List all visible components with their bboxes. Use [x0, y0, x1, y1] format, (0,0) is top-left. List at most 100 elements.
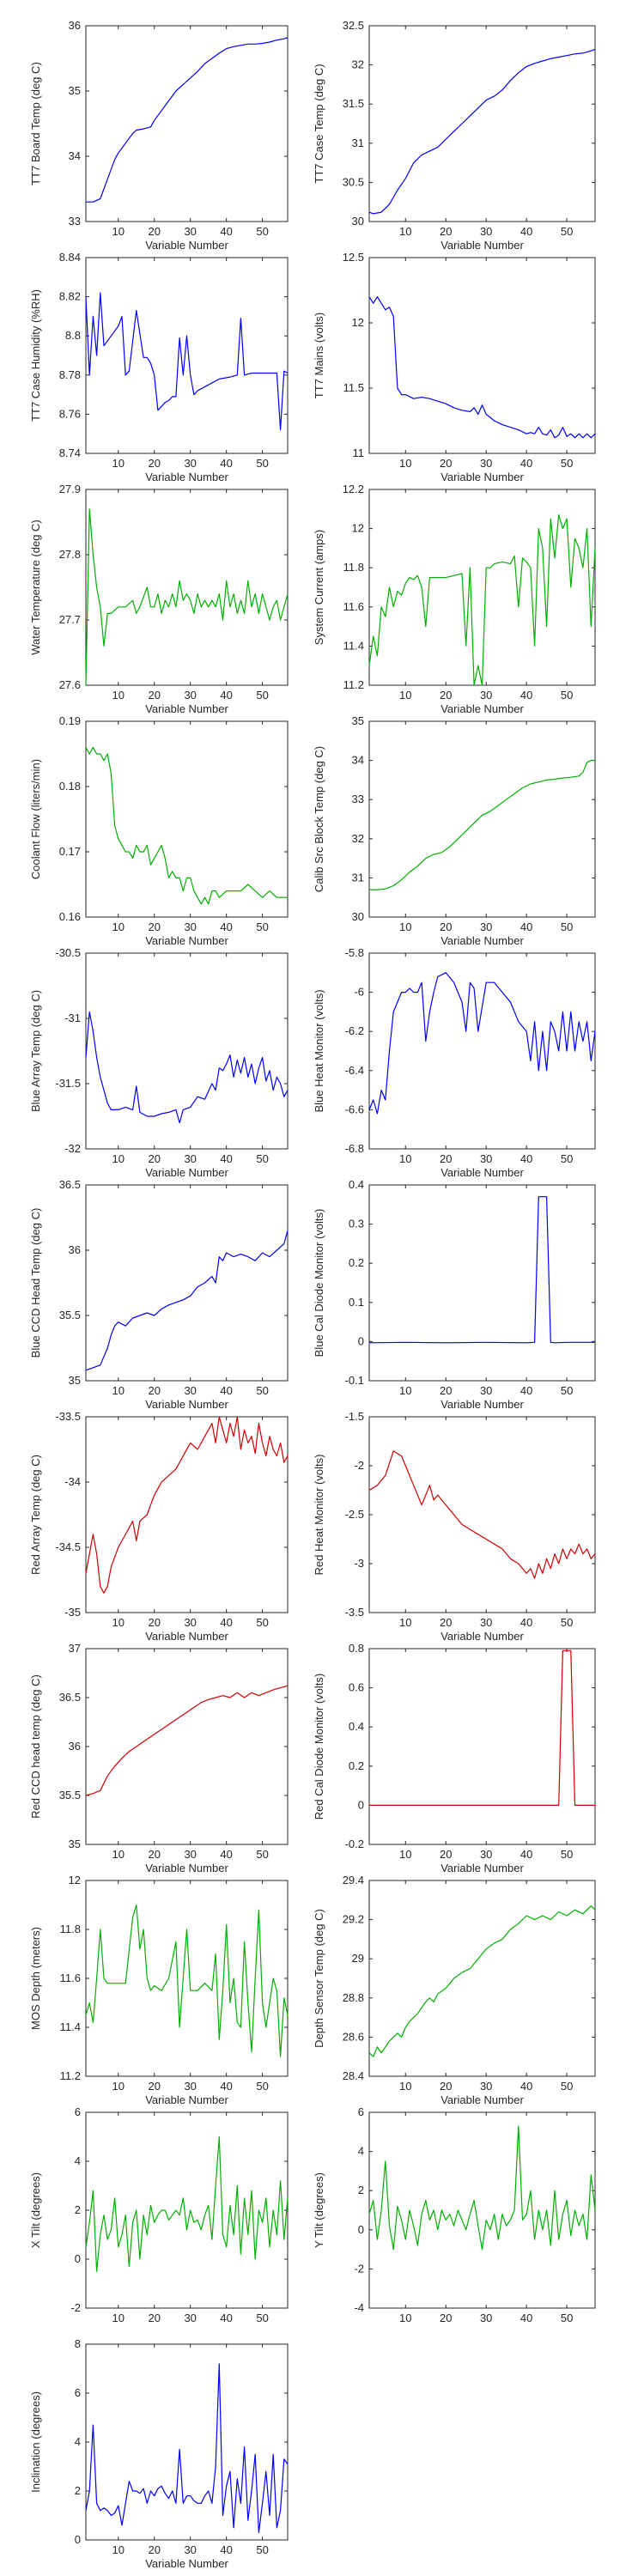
series-line — [368, 2125, 596, 2251]
y-axis-label: Blue CCD Head Temp (deg C) — [29, 1208, 42, 1358]
x-tick-label: 20 — [440, 920, 452, 933]
chart-8: 10 20 30 40 50 30 31 32 33 34 35 Variable Number Cal… — [313, 714, 596, 947]
x-tick-label: 30 — [480, 225, 492, 238]
y-tick-label: 11.8 — [343, 561, 364, 574]
y-tick-label: 4 — [358, 2145, 364, 2158]
series-line — [85, 1685, 289, 1796]
y-tick-label: 30.5 — [343, 175, 364, 188]
y-axis-label: MOS Depth (meters) — [29, 1927, 42, 2030]
series-line — [85, 2136, 289, 2272]
x-axis-label: Variable Number — [440, 1166, 524, 1179]
chart-20: 10 20 30 40 50 -4 -2 0 2 4 6 Y Tilt (degrees) — [313, 2105, 596, 2324]
series-line — [368, 972, 596, 1115]
plot-area — [368, 2111, 596, 2309]
y-tick-label: -3 — [354, 1557, 364, 1570]
x-tick-label: 50 — [561, 457, 573, 470]
x-tick-label: 30 — [184, 1152, 196, 1165]
y-tick-label: 35.5 — [59, 1789, 81, 1801]
x-tick-label: 20 — [148, 2080, 160, 2093]
y-axis-label: TT7 Case Humidity (%RH) — [29, 289, 42, 422]
plot-area — [85, 1416, 289, 1613]
chart-18: 10 20 30 40 50 28.4 28.6 28.8 29 29.2 29.4 Variable… — [313, 1874, 596, 2106]
x-tick-label: 50 — [561, 2312, 573, 2324]
series-line — [368, 48, 596, 215]
chart-11: 10 20 30 40 50 35 35.5 36 36.5 Variable Number Blu… — [29, 1178, 289, 1411]
y-tick-label: 0 — [358, 2223, 364, 2236]
x-tick-label: 10 — [399, 1384, 411, 1397]
x-tick-label: 50 — [256, 1616, 268, 1629]
x-axis-label: Variable Number — [145, 2557, 228, 2570]
y-axis-label: TT7 Board Temp (deg C) — [29, 62, 42, 185]
plot-area — [85, 1184, 289, 1382]
y-tick-label: 36 — [69, 1243, 81, 1256]
y-tick-label: -32 — [64, 1142, 81, 1155]
y-tick-label: 30 — [352, 910, 364, 923]
x-tick-label: 40 — [520, 457, 532, 470]
x-tick-label: 10 — [112, 1152, 125, 1165]
y-tick-label: -6.2 — [345, 1024, 364, 1037]
plot-area — [368, 1416, 596, 1613]
plot-area — [85, 489, 289, 686]
x-tick-label: 40 — [220, 1848, 232, 1861]
y-tick-label: -30.5 — [55, 946, 81, 959]
y-tick-label: -0.1 — [345, 1374, 364, 1387]
chart-10: 10 20 30 40 50 -6.8 -6.6 -6.4 -6.2 -6 -5.8 Variable… — [313, 946, 596, 1179]
y-tick-label: 0.2 — [349, 1256, 364, 1269]
chart-7: 10 20 30 40 50 0.16 0.17 0.18 0.19 Variable Numbe… — [29, 714, 289, 947]
x-tick-label: 50 — [256, 2543, 268, 2556]
x-tick-label: 30 — [480, 689, 492, 702]
x-tick-label: 50 — [256, 2312, 268, 2324]
y-tick-label: 35.5 — [59, 1309, 81, 1321]
x-tick-label: 50 — [561, 1616, 573, 1629]
x-tick-label: 10 — [399, 457, 411, 470]
chart-1: 10 20 30 40 50 33 34 35 36 Variable Number TT7 Boa… — [29, 19, 289, 252]
y-tick-label: 12 — [69, 1874, 81, 1886]
x-tick-label: 20 — [148, 1848, 160, 1861]
x-tick-label: 30 — [184, 920, 196, 933]
y-axis-label: Red Cal Diode Monitor (volts) — [313, 1674, 325, 1820]
x-tick-label: 20 — [148, 2543, 160, 2556]
y-axis-label: Red CCD head temp (deg C) — [29, 1674, 42, 1819]
x-tick-label: 10 — [112, 2543, 125, 2556]
chart-19: 10 20 30 40 50 -2 0 2 4 6 X Tilt (degrees) — [29, 2105, 289, 2324]
y-tick-label: 8.84 — [59, 251, 81, 264]
y-tick-label: 0.6 — [349, 1681, 364, 1694]
x-axis-label: Variable Number — [440, 239, 524, 252]
y-tick-label: 32 — [352, 832, 364, 845]
y-tick-label: 33 — [352, 793, 364, 805]
x-tick-label: 30 — [184, 2080, 196, 2093]
series-line — [369, 759, 595, 890]
y-tick-label: 6 — [358, 2105, 364, 2118]
x-tick-label: 30 — [480, 1152, 492, 1165]
y-axis-label: Coolant Flow (liters/min) — [29, 759, 42, 879]
x-tick-label: 20 — [148, 2312, 160, 2324]
y-tick-label: 34 — [69, 149, 81, 162]
x-tick-label: 50 — [256, 689, 268, 702]
y-tick-label: -3.5 — [345, 1606, 364, 1619]
y-tick-label: 35 — [352, 714, 364, 727]
y-tick-label: 0.4 — [349, 1178, 364, 1191]
y-tick-label: 0.4 — [349, 1720, 364, 1733]
plot-area — [368, 489, 596, 686]
y-tick-label: 0 — [75, 2533, 81, 2546]
y-tick-label: 35 — [69, 84, 81, 97]
x-tick-label: 10 — [399, 2312, 411, 2324]
x-tick-label: 30 — [480, 1848, 492, 1861]
x-tick-label: 50 — [561, 2080, 573, 2093]
y-tick-label: 11.2 — [60, 2069, 81, 2082]
y-tick-label: 11.8 — [60, 1923, 81, 1935]
x-tick-label: 40 — [520, 689, 532, 702]
y-tick-label: 0.16 — [59, 910, 81, 923]
x-tick-label: 20 — [440, 1616, 452, 1629]
y-tick-label: 29.2 — [343, 1913, 364, 1926]
y-tick-label: -6 — [354, 986, 364, 999]
plot-area — [368, 1648, 596, 1845]
chart-6: 10 20 30 40 50 11.2 11.4 11.6 11.8 12 12.2 Variable… — [313, 483, 596, 715]
x-tick-label: 50 — [256, 1384, 268, 1397]
y-tick-label: -4 — [354, 2301, 364, 2314]
chart-17: 10 20 30 40 50 11.2 11.4 11.6 11.8 12 Variable Num… — [29, 1874, 289, 2106]
y-tick-label: 0.2 — [349, 1759, 364, 1772]
y-tick-label: 0 — [358, 1334, 364, 1347]
x-tick-label: 20 — [148, 225, 160, 238]
chart-5: 10 20 30 40 50 27.6 27.7 27.8 27.9 Variable Numbe… — [29, 483, 289, 715]
